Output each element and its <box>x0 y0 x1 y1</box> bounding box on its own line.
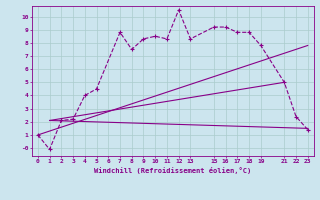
X-axis label: Windchill (Refroidissement éolien,°C): Windchill (Refroidissement éolien,°C) <box>94 167 252 174</box>
